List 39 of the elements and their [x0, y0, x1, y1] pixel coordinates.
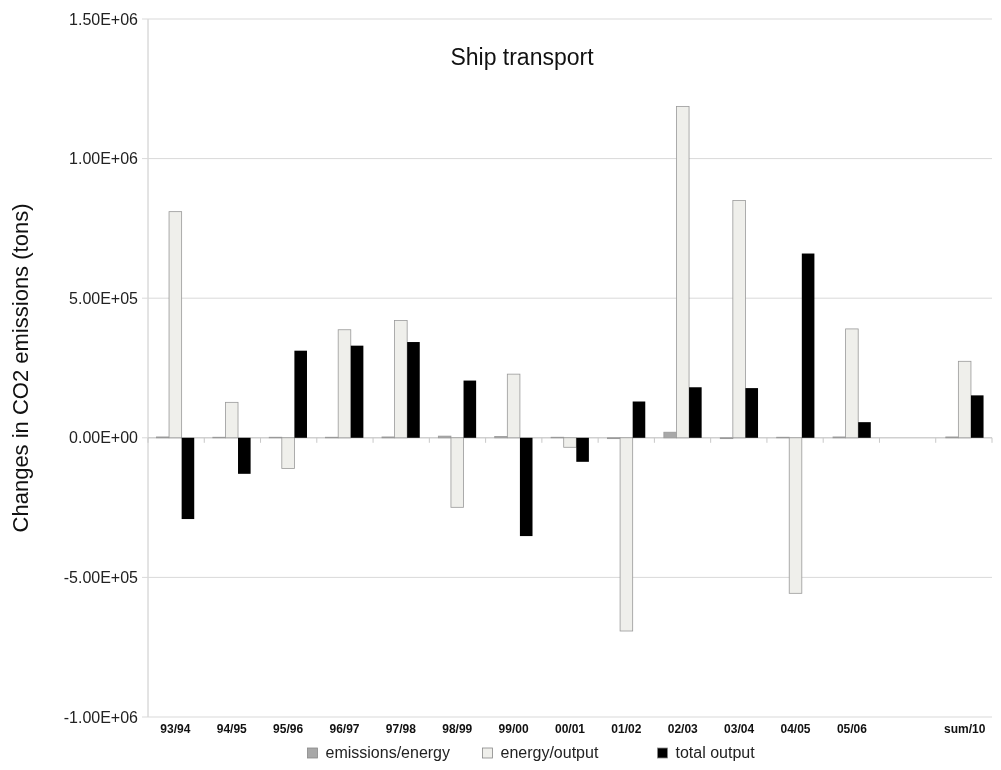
bar — [858, 422, 871, 438]
bar — [576, 437, 589, 462]
bar — [463, 380, 477, 438]
x-tick-label: sum/10 — [943, 722, 986, 736]
bar — [294, 350, 307, 438]
bar — [745, 388, 759, 438]
legend-label: emissions/energy — [325, 744, 450, 761]
bar — [181, 437, 195, 520]
y-tick-label: 1.00E+06 — [69, 150, 139, 168]
bar — [238, 437, 251, 474]
bar — [689, 387, 702, 438]
bar — [801, 253, 815, 438]
x-tick-label: 03/04 — [724, 722, 755, 736]
x-tick-label: 94/95 — [216, 722, 248, 736]
bar — [970, 395, 984, 438]
y-tick-label: -1.00E+06 — [63, 708, 139, 726]
y-tick-label: 0.00E+00 — [69, 429, 139, 447]
y-tick-label: 1.50E+06 — [69, 10, 139, 28]
x-tick-label: 04/05 — [780, 722, 811, 736]
x-tick-label: 02/03 — [667, 722, 699, 736]
bar — [350, 345, 364, 438]
x-tick-label: 05/06 — [836, 722, 868, 736]
bar — [407, 342, 420, 438]
bar — [519, 437, 533, 537]
y-tick-label: -5.00E+05 — [63, 569, 139, 586]
x-tick-label: 93/94 — [160, 722, 191, 736]
y-tick-label: 5.00E+05 — [69, 289, 139, 307]
legend-label: total output — [675, 744, 756, 761]
y-axis-title: Changes in CO2 emissions (tons) — [8, 203, 33, 533]
x-tick-label: 97/98 — [385, 722, 417, 736]
text: Ship transport — [450, 44, 595, 70]
x-tick-label: 96/97 — [329, 722, 360, 736]
x-tick-label: 00/01 — [554, 722, 586, 736]
x-tick-label: 98/99 — [442, 722, 473, 736]
x-tick-label: 99/00 — [498, 722, 529, 736]
legend-label: energy/output — [500, 744, 599, 761]
x-tick-label: 95/96 — [273, 722, 304, 736]
x-tick-label: 01/02 — [611, 722, 642, 736]
bar — [632, 401, 646, 438]
